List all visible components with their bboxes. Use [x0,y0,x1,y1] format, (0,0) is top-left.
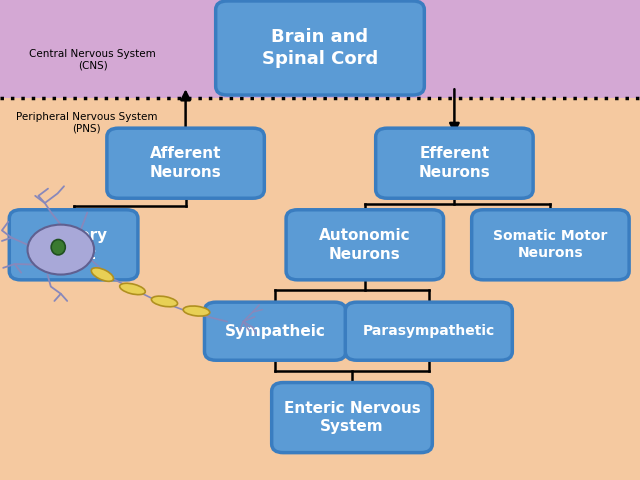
FancyBboxPatch shape [205,302,346,360]
FancyBboxPatch shape [376,128,533,198]
Text: Somatic Motor
Neurons: Somatic Motor Neurons [493,229,607,261]
Text: Efferent
Neurons: Efferent Neurons [419,146,490,180]
Ellipse shape [51,240,65,255]
Bar [0,98,640,480]
Text: Peripheral Nervous System
(PNS): Peripheral Nervous System (PNS) [15,111,157,133]
Text: Sympatheic: Sympatheic [225,324,326,339]
FancyBboxPatch shape [216,1,424,95]
Text: Central Nervous System
(CNS): Central Nervous System (CNS) [29,49,156,71]
Ellipse shape [183,306,210,316]
FancyBboxPatch shape [272,383,433,453]
Ellipse shape [92,268,113,281]
Ellipse shape [120,283,145,295]
FancyBboxPatch shape [107,128,264,198]
Text: Brain and
Spinal Cord: Brain and Spinal Cord [262,28,378,68]
Text: Autonomic
Neurons: Autonomic Neurons [319,228,411,262]
Ellipse shape [152,296,177,307]
Bar [0,0,640,98]
Text: Parasympathetic: Parasympathetic [363,324,495,338]
Text: Afferent
Neurons: Afferent Neurons [150,146,221,180]
FancyBboxPatch shape [472,210,629,280]
FancyBboxPatch shape [10,210,138,280]
FancyBboxPatch shape [286,210,444,280]
FancyBboxPatch shape [346,302,512,360]
Text: Sensory
Input: Sensory Input [39,228,108,262]
Circle shape [28,225,94,275]
Text: Enteric Nervous
System: Enteric Nervous System [284,401,420,434]
